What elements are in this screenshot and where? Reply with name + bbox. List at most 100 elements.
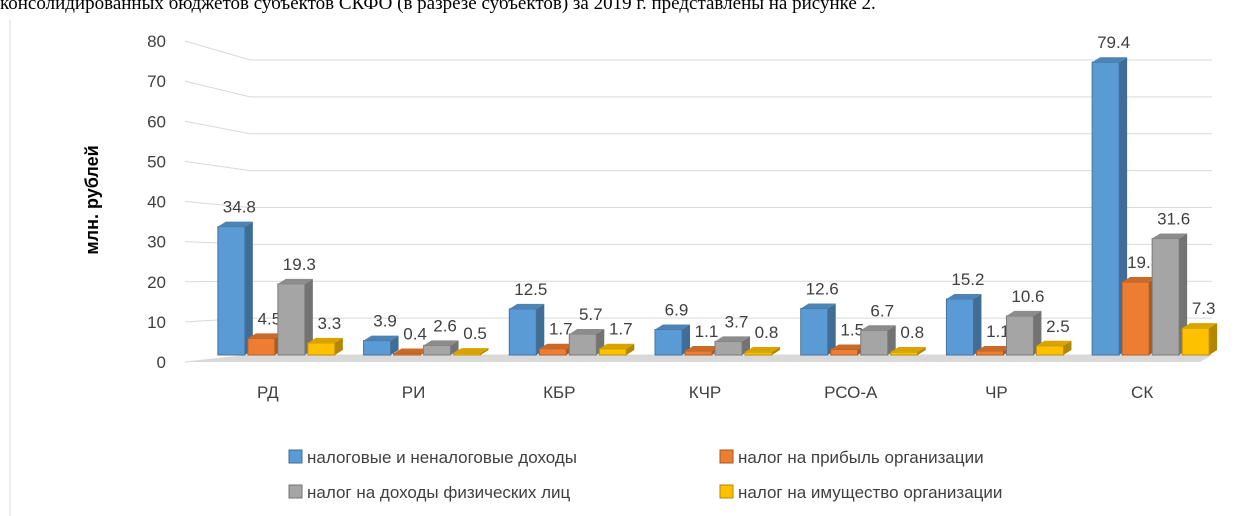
bar-side (682, 324, 690, 355)
bar (714, 340, 743, 356)
value-label: 1.7 (609, 320, 633, 339)
y-tick-label: 30 (147, 233, 166, 252)
bar-top (745, 347, 780, 353)
x-tick-label: ЧР (985, 383, 1008, 402)
bar-top (423, 340, 459, 346)
bar (508, 308, 537, 356)
value-label: 0.4 (403, 325, 427, 344)
bar (1091, 61, 1120, 356)
bar (1035, 345, 1064, 356)
bar-side (1063, 340, 1072, 355)
bar-top (1182, 323, 1218, 329)
grid-line (184, 241, 1212, 245)
bar-side (304, 278, 313, 355)
value-label: 2.5 (1046, 317, 1070, 336)
bar-top (1152, 233, 1188, 239)
bar-top (860, 325, 896, 331)
value-label: 10.6 (1011, 287, 1044, 306)
bar (975, 350, 1004, 356)
value-label: 12.5 (514, 280, 547, 299)
x-tick-label: РИ (402, 383, 426, 402)
bar-top (1122, 276, 1158, 282)
bar-side (626, 343, 635, 355)
bar-top (655, 324, 690, 330)
bar-top (599, 343, 635, 349)
bar-side (390, 335, 399, 355)
caption: консолидированных бюджетов субъектов СКФ… (0, 0, 876, 14)
bar-side (244, 221, 253, 355)
x-tick-label: СК (1131, 383, 1153, 402)
bar-side (973, 293, 982, 355)
legend-swatch (719, 449, 734, 464)
value-label: 6.7 (870, 301, 894, 320)
bar (538, 348, 567, 356)
bar (800, 308, 829, 356)
value-label: 3.9 (373, 312, 397, 331)
bar (568, 333, 597, 356)
bar (945, 298, 974, 356)
value-label: 1.5 (840, 320, 864, 339)
bar-top (363, 335, 399, 341)
x-tick-label: КБР (543, 383, 575, 402)
x-tick-label: РСО-А (824, 383, 878, 402)
bar-side (536, 303, 545, 355)
value-label: 0.8 (900, 323, 924, 342)
bar (247, 337, 276, 356)
y-tick-label: 50 (147, 152, 166, 171)
bar-top (685, 345, 720, 351)
bar (654, 329, 683, 356)
bar (598, 348, 627, 356)
y-tick-label: 0 (157, 353, 166, 372)
bar-side (827, 303, 836, 355)
bar-side (1179, 233, 1188, 355)
x-tick-label: РД (257, 383, 279, 402)
bar (363, 340, 392, 356)
bar (860, 329, 889, 356)
value-label: 1.7 (549, 320, 573, 339)
grid-line (184, 280, 1212, 283)
value-label: 5.7 (579, 305, 603, 324)
bar-top (830, 344, 866, 350)
value-label: 79.4 (1097, 33, 1130, 52)
value-label: 15.2 (951, 270, 984, 289)
bar-side (334, 337, 343, 355)
legend-label: налог на имущество организации (738, 483, 1002, 502)
bar-side (480, 348, 489, 355)
grid-line (184, 160, 1212, 172)
bar (1121, 281, 1150, 356)
value-label: 4.5 (258, 309, 282, 328)
bar (1181, 327, 1210, 356)
bar-top (539, 343, 575, 349)
y-axis-label: млн. рублей (82, 145, 102, 254)
bar-top (307, 337, 343, 343)
bar-top (715, 336, 750, 342)
bar (744, 351, 773, 356)
bar (453, 352, 482, 356)
bar-top (217, 221, 253, 227)
bar-top (277, 278, 313, 284)
bar-top (1092, 57, 1128, 63)
bar (307, 342, 336, 356)
y-tick-label: 10 (147, 313, 166, 332)
bar-top (800, 303, 836, 309)
value-label: 1.1 (695, 322, 719, 341)
bar-top (1036, 340, 1072, 346)
bar-top (569, 328, 605, 334)
bar-side (887, 325, 896, 355)
bar (890, 351, 919, 356)
value-label: 31.6 (1157, 209, 1190, 228)
legend-label: налог на доходы физических лиц (307, 483, 570, 502)
bar-side (450, 340, 459, 355)
x-tick-label: КЧР (689, 383, 722, 402)
bar-top (393, 348, 429, 354)
y-tick-label: 80 (147, 32, 166, 51)
bar-top (976, 345, 1012, 351)
bar (684, 350, 713, 356)
bar-side (1209, 323, 1218, 355)
bar-top (453, 348, 489, 354)
value-label: 0.8 (755, 323, 779, 342)
bar-top (946, 293, 982, 299)
bar-side (772, 347, 780, 355)
legend-swatch (288, 449, 303, 464)
value-label: 34.8 (223, 198, 256, 217)
